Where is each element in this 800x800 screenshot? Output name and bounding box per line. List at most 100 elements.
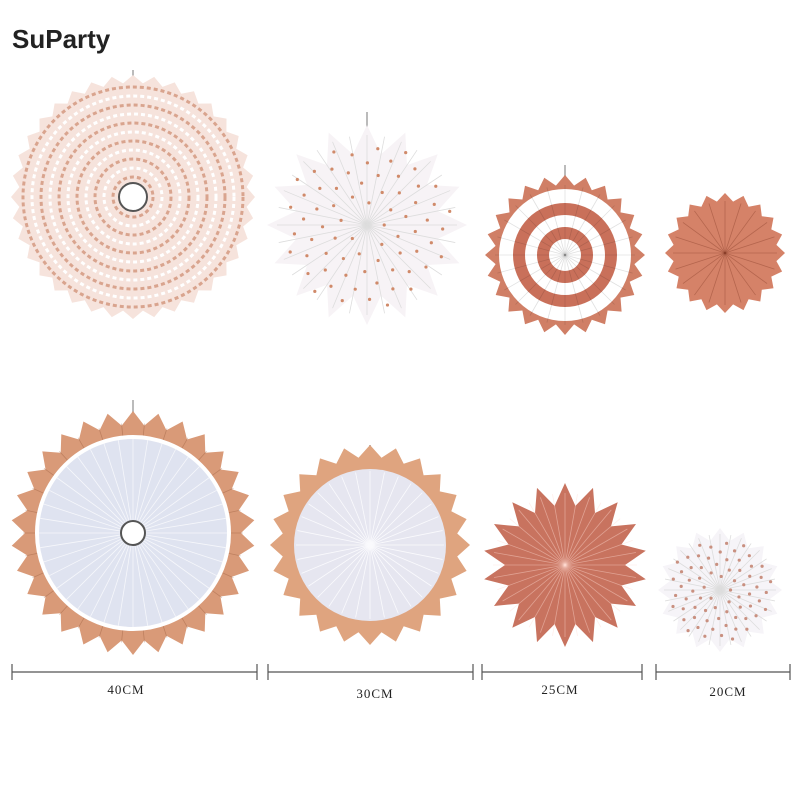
pleat bbox=[504, 254, 566, 291]
stripe bbox=[30, 94, 236, 300]
pleat bbox=[66, 532, 134, 600]
polka-dot bbox=[682, 618, 686, 622]
polka-dot bbox=[414, 200, 418, 205]
polka-dot bbox=[289, 205, 293, 209]
polka-dot bbox=[434, 184, 438, 188]
polka-dot bbox=[350, 236, 354, 241]
pleat bbox=[316, 224, 368, 301]
polka-dot bbox=[686, 555, 690, 559]
pleat bbox=[564, 518, 621, 566]
pleat bbox=[539, 497, 566, 566]
polka-dot bbox=[769, 580, 773, 584]
pleat bbox=[515, 205, 566, 256]
polka-dot bbox=[760, 564, 764, 568]
pleat bbox=[494, 564, 566, 578]
polka-dot bbox=[329, 284, 333, 288]
pleat bbox=[49, 532, 134, 577]
pleat bbox=[682, 252, 726, 284]
pleat bbox=[719, 589, 767, 622]
pleat bbox=[724, 203, 742, 254]
stripe bbox=[93, 157, 173, 237]
pleat bbox=[349, 136, 368, 226]
polka-dot bbox=[698, 576, 702, 580]
pleat bbox=[564, 564, 578, 636]
pleat bbox=[682, 222, 726, 254]
polka-dot bbox=[675, 560, 679, 564]
pleat bbox=[509, 518, 566, 566]
pleat bbox=[341, 544, 371, 614]
polka-dot bbox=[413, 167, 417, 171]
ring bbox=[549, 239, 581, 271]
pleat bbox=[708, 534, 721, 591]
pleat bbox=[355, 544, 371, 618]
polka-dot bbox=[706, 556, 711, 560]
polka-dot bbox=[376, 258, 380, 263]
pleat bbox=[366, 224, 451, 260]
pleat bbox=[56, 477, 134, 534]
polka-dot bbox=[332, 150, 336, 154]
size-label: 40CM bbox=[107, 682, 144, 697]
pleat bbox=[366, 224, 443, 276]
pleat bbox=[132, 532, 226, 549]
pleat bbox=[355, 472, 371, 546]
paper-fans bbox=[11, 70, 785, 655]
pleat bbox=[564, 564, 636, 578]
pleat bbox=[317, 492, 371, 546]
polka-dot bbox=[717, 616, 721, 621]
polka-dot bbox=[315, 207, 319, 211]
pleat bbox=[719, 589, 760, 630]
pleat bbox=[77, 532, 134, 610]
polka-dot bbox=[727, 568, 731, 572]
pleat bbox=[564, 205, 615, 256]
pleat bbox=[528, 502, 566, 566]
pleat bbox=[291, 174, 368, 226]
center bbox=[120, 520, 146, 546]
pleat bbox=[528, 564, 566, 628]
pleat bbox=[369, 483, 412, 546]
pleat bbox=[283, 224, 368, 260]
pleat bbox=[564, 236, 633, 256]
polka-dot bbox=[671, 604, 675, 609]
polka-dot bbox=[689, 566, 693, 570]
polka-dot bbox=[745, 627, 749, 631]
pleat bbox=[552, 564, 566, 636]
polka-dot bbox=[310, 237, 314, 242]
polka-dot bbox=[404, 151, 408, 155]
polka-dot bbox=[432, 202, 436, 206]
polka-dot bbox=[738, 605, 742, 609]
polka-dot bbox=[448, 209, 452, 214]
pleat bbox=[668, 568, 721, 591]
pleat bbox=[369, 544, 443, 560]
pleat bbox=[301, 516, 371, 546]
polka-dot bbox=[295, 177, 299, 182]
pleat bbox=[278, 224, 368, 243]
center bbox=[118, 182, 148, 212]
polka-dot bbox=[719, 574, 723, 579]
pleat bbox=[328, 544, 371, 607]
polka-dot bbox=[719, 633, 724, 638]
polka-dot bbox=[334, 186, 339, 190]
polka-dot bbox=[385, 303, 390, 307]
polka-dot bbox=[737, 558, 741, 562]
polka-dot bbox=[380, 190, 384, 195]
pleat bbox=[518, 564, 566, 621]
polka-dot bbox=[350, 153, 354, 157]
pleat bbox=[668, 589, 721, 612]
pleat bbox=[564, 494, 578, 566]
pleat bbox=[132, 456, 189, 534]
polka-dot bbox=[715, 562, 719, 566]
polka-dot bbox=[698, 596, 703, 600]
pleat bbox=[132, 503, 223, 534]
size-label: 20CM bbox=[709, 684, 746, 699]
pleat bbox=[369, 503, 432, 546]
polka-dot bbox=[391, 287, 395, 291]
pleat bbox=[688, 589, 721, 637]
pleat bbox=[366, 207, 456, 226]
polka-dot bbox=[725, 558, 729, 562]
pleat bbox=[117, 532, 134, 626]
pleat bbox=[117, 440, 134, 534]
polka-dot bbox=[332, 204, 336, 208]
pleat bbox=[303, 224, 368, 289]
polka-dot bbox=[742, 583, 746, 587]
pleat bbox=[56, 532, 134, 589]
